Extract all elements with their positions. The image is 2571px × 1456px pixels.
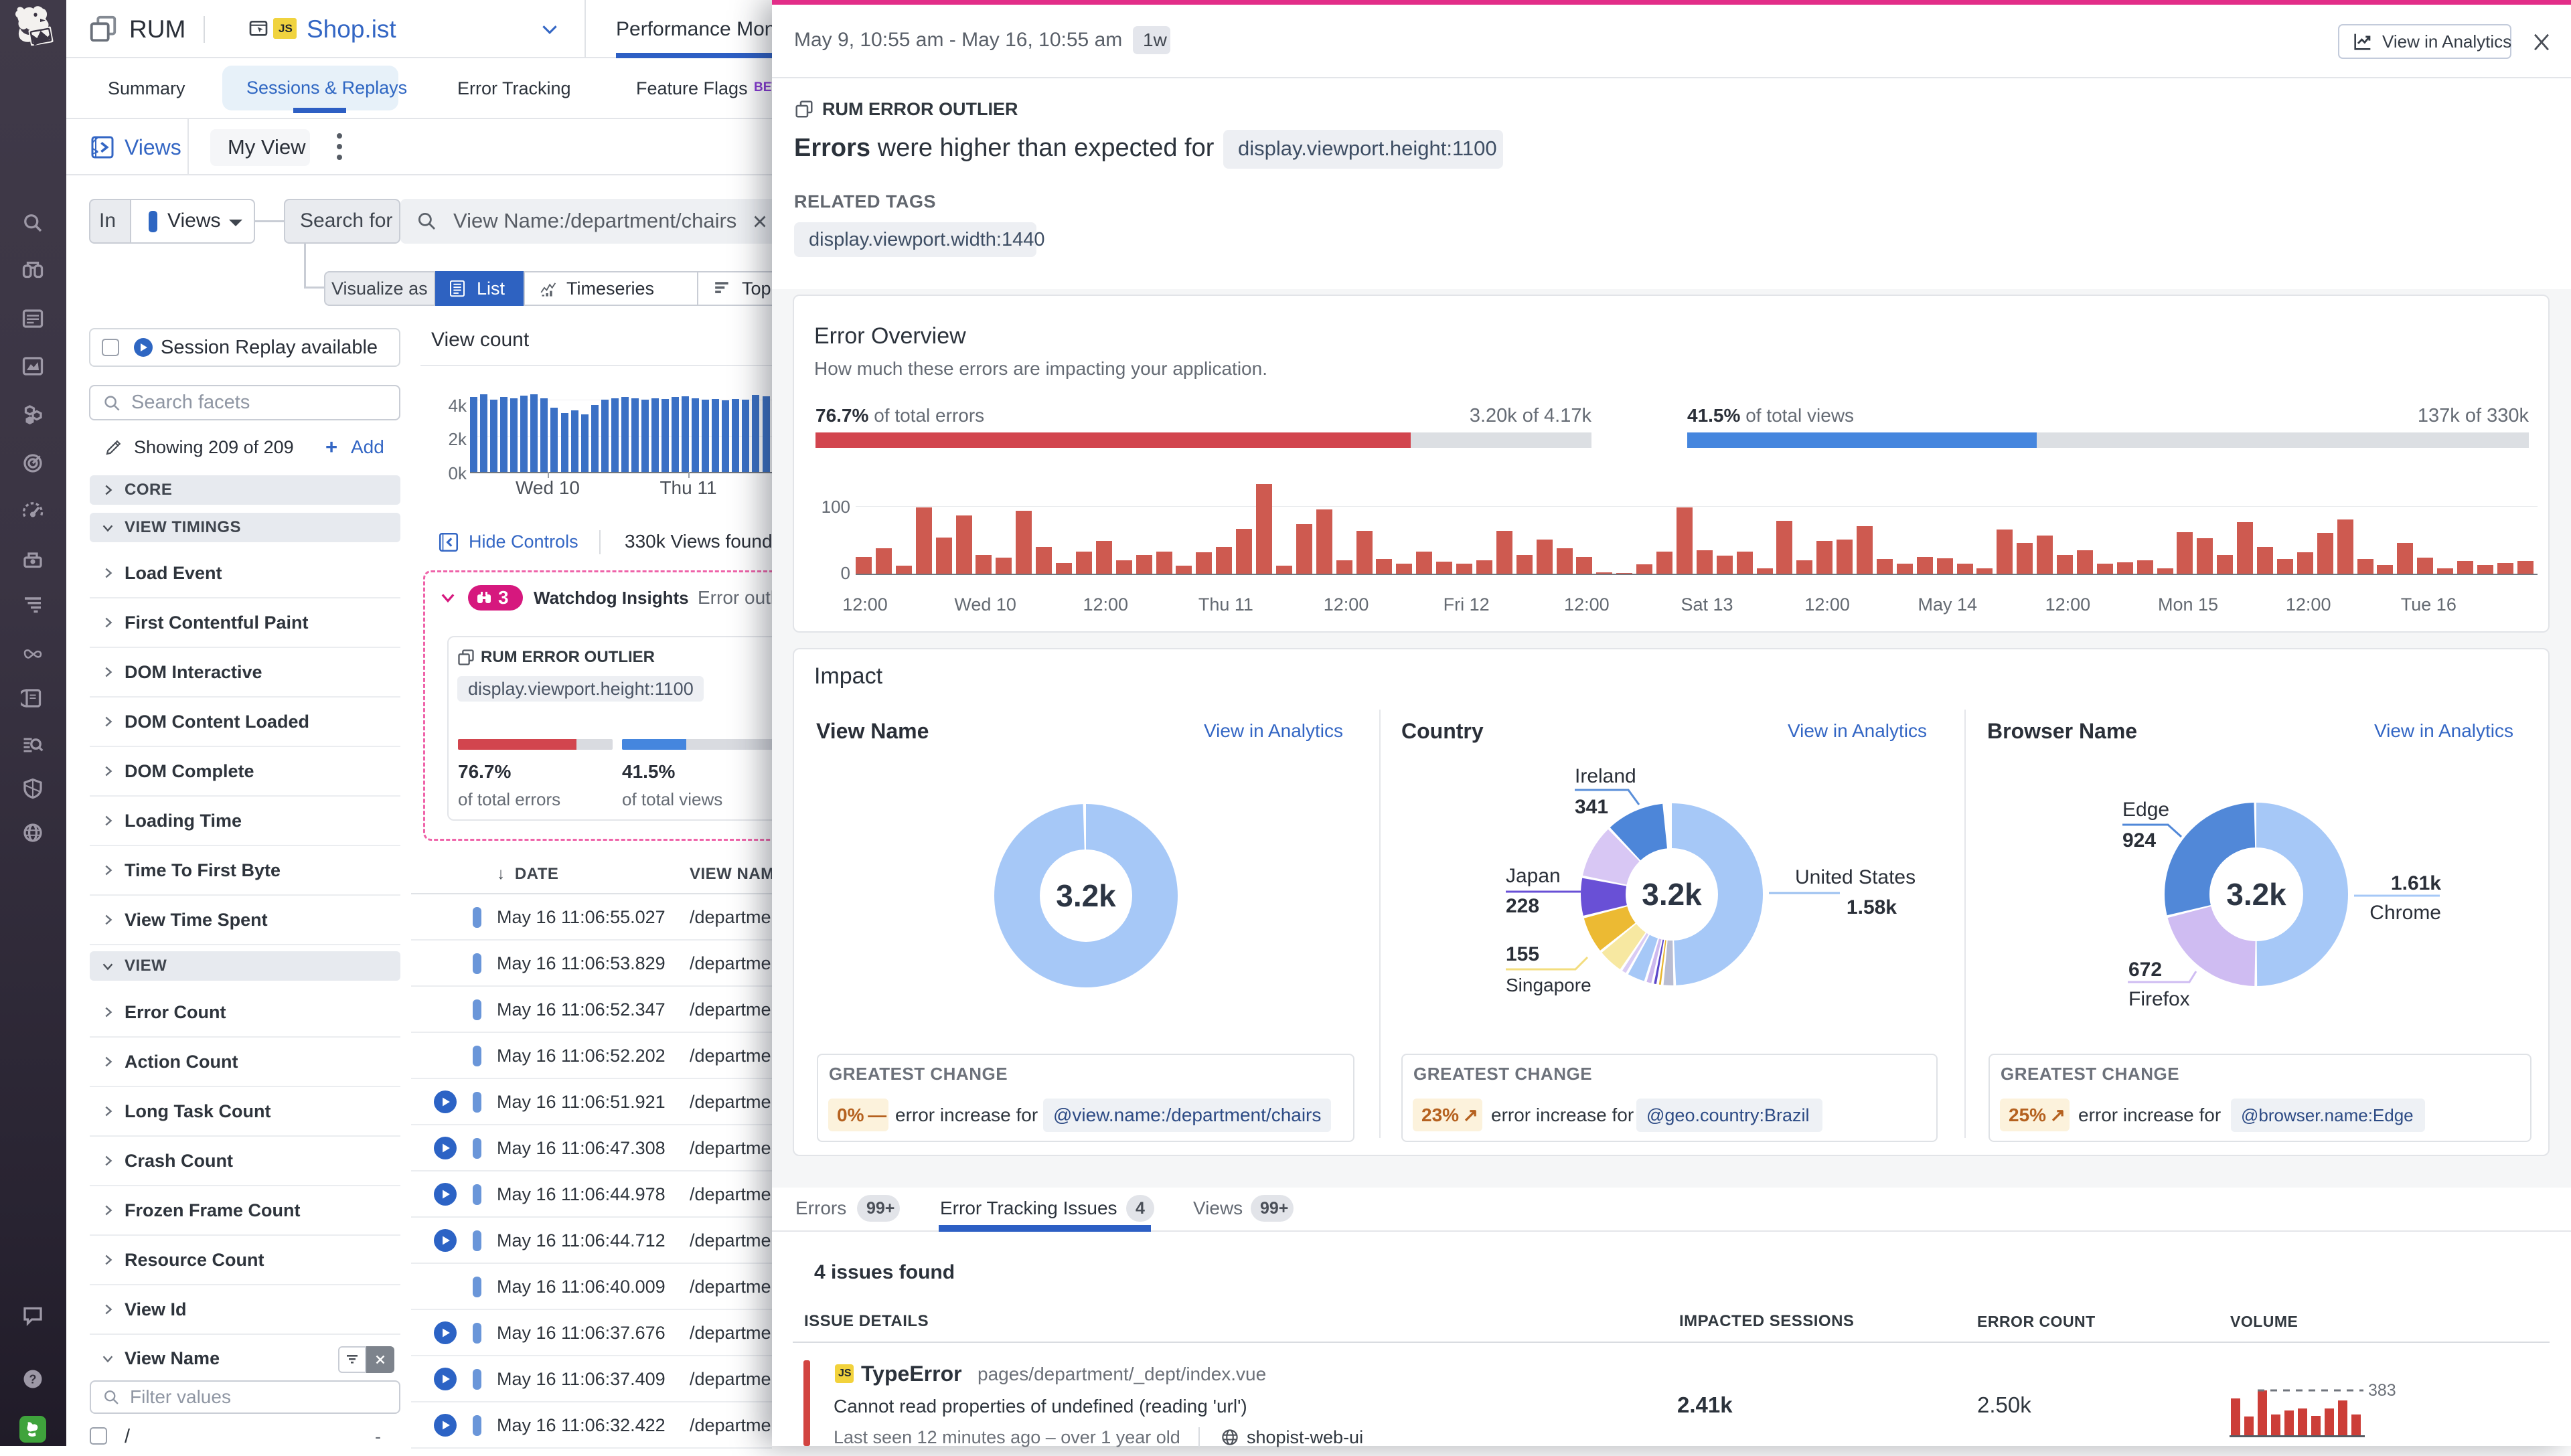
svg-text:?: ? (29, 1373, 37, 1386)
